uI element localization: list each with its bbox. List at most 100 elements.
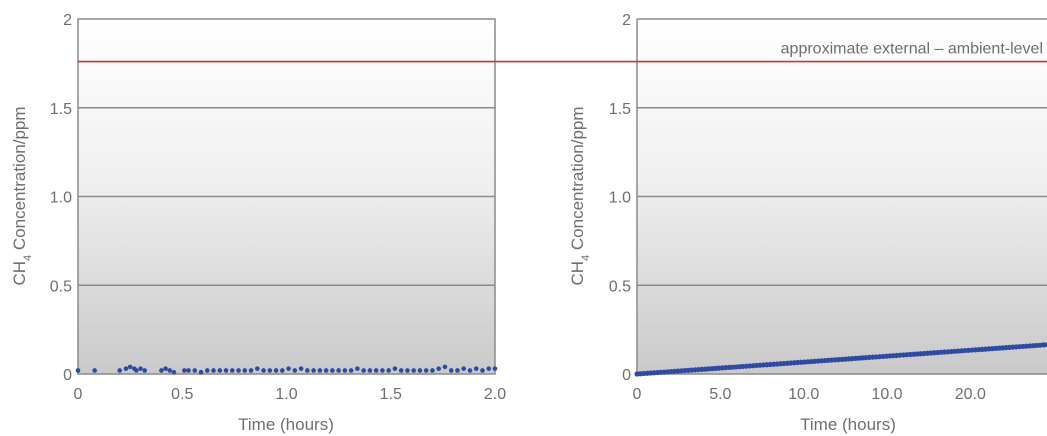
data-point [211,368,216,373]
data-point [117,368,122,373]
data-point [171,369,177,375]
y-tick-label: 0 [622,367,631,384]
y-tick-label: 1.5 [609,101,631,118]
plot-frame [77,18,496,375]
data-point [367,368,373,373]
data-point [467,368,473,373]
x-tick-label: 2.0 [484,386,506,403]
data-point [255,366,260,371]
data-point [386,368,391,373]
data-point [355,366,360,371]
data-point [286,366,291,371]
x-axis-ticks: 0 0.5 1.0 1.5 2.0 [74,386,507,403]
data-point [317,368,323,373]
y-axis-ticks: 0 0.5 1.0 1.5 2 [50,12,72,384]
data-point [236,368,241,373]
data-point [261,368,266,373]
y-tick-label: 0.5 [609,278,631,295]
x-axis-title: Time (hours) [800,415,896,434]
data-point [163,366,168,371]
data-point [298,366,304,371]
data-point [186,368,191,373]
data-point [405,368,410,373]
data-series [634,342,1047,377]
data-point [392,366,398,371]
x-tick-label: 1.0 [275,386,297,403]
data-point [486,366,492,371]
data-point [267,368,273,373]
data-point [330,368,335,373]
y-tick-label: 0 [63,367,72,384]
data-point [229,368,235,373]
data-point [323,368,329,373]
data-point [430,368,435,373]
data-point [142,368,148,373]
chart-panel-right: 0 0.5 1.0 1.5 2 0 5.0 10.0 10.0 20.0 Time (hours… [568,12,1047,434]
y-tick-label: 2 [622,12,631,29]
x-tick-label: 10.0 [871,386,902,403]
data-point [473,366,479,371]
chart-panel-left: 0 0.5 1.0 1.5 2 0 0.5 1.0 1.5 2.0 Time (hours) C… [10,12,506,434]
y-axis-ticks: 0 0.5 1.0 1.5 2 [609,12,631,384]
data-point [273,368,279,373]
data-point [138,366,143,371]
x-tick-label: 1.5 [380,386,402,403]
data-point [127,364,133,370]
data-point [411,368,416,373]
x-tick-label: 0 [633,386,642,403]
data-point [423,368,429,373]
data-point [342,368,348,373]
data-point [223,368,229,373]
x-axis-title: Time (hours) [238,415,334,434]
data-point [248,368,254,373]
x-tick-label: 20.0 [955,386,986,403]
data-point [348,368,354,373]
data-point [492,366,498,371]
y-tick-label: 1.0 [50,190,72,207]
y-axis-title: CH4 Concentration/ppm [10,106,34,285]
data-point [123,366,129,371]
data-point [480,368,485,373]
data-point [159,368,164,373]
data-point [305,368,310,373]
data-series [75,364,498,375]
y-axis-title: CH4 Concentration/ppm [568,106,592,285]
data-point [336,368,341,373]
data-point [280,368,285,373]
data-point [361,368,366,373]
data-point [198,369,204,375]
ambient-reference: approximate external – ambient-level [78,41,1047,63]
data-point [192,368,198,373]
data-point [217,368,223,373]
data-point [448,368,454,373]
y-tick-label: 1.5 [50,101,72,118]
x-tick-label: 5.0 [709,386,731,403]
ambient-level-label: approximate external – ambient-level [781,41,1043,58]
data-point [398,368,404,373]
data-point [92,368,97,373]
data-point [461,366,467,371]
data-point [204,368,210,373]
data-point [242,368,248,373]
data-point [292,368,298,373]
y-tick-label: 1.0 [609,190,631,207]
x-tick-label: 0.5 [171,386,193,403]
data-point [373,368,379,373]
data-point [417,368,423,373]
data-point [1044,342,1047,348]
x-axis-ticks: 0 5.0 10.0 10.0 20.0 [633,386,986,403]
data-point [311,368,316,373]
data-point [442,364,448,370]
data-point [436,366,442,371]
data-point [380,368,385,373]
y-tick-label: 0.5 [50,278,72,295]
grid [78,107,495,286]
data-point [182,368,187,373]
data-point [167,368,173,373]
data-point [75,368,81,373]
x-tick-label: 10.0 [788,386,819,403]
grid [637,107,1047,286]
data-point [134,368,139,373]
x-tick-label: 0 [74,386,83,403]
